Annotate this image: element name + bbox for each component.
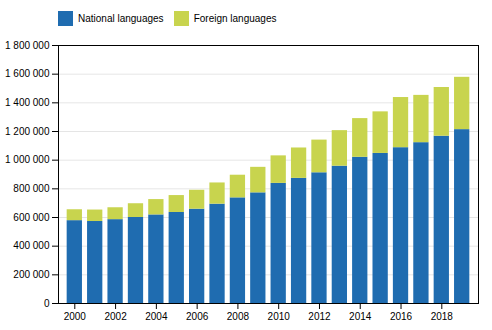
- svg-text:2014: 2014: [349, 311, 372, 322]
- svg-text:2016: 2016: [390, 311, 413, 322]
- svg-text:2018: 2018: [431, 311, 454, 322]
- svg-text:2004: 2004: [145, 311, 168, 322]
- svg-text:200 000: 200 000: [13, 269, 50, 280]
- svg-text:1 200 000: 1 200 000: [5, 126, 50, 137]
- html-text:National languages: National languages: [78, 13, 164, 24]
- svg-text:2012: 2012: [308, 311, 331, 322]
- svg-text:1 400 000: 1 400 000: [5, 97, 50, 108]
- svg-text:1 600 000: 1 600 000: [5, 68, 50, 79]
- svg-text:2006: 2006: [186, 311, 209, 322]
- html-text:Foreign languages: Foreign languages: [193, 13, 277, 24]
- svg-text:2010: 2010: [268, 311, 291, 322]
- svg-text:2002: 2002: [104, 311, 127, 322]
- svg-text:2000: 2000: [64, 311, 87, 322]
- svg-text:800 000: 800 000: [13, 183, 50, 194]
- svg-text:1 000 000: 1 000 000: [5, 154, 50, 165]
- svg-text:0: 0: [44, 298, 50, 309]
- svg-text:600 000: 600 000: [13, 212, 50, 223]
- svg-text:2008: 2008: [227, 311, 250, 322]
- svg-text:1 800 000: 1 800 000: [5, 40, 50, 51]
- svg-text:400 000: 400 000: [13, 240, 50, 251]
